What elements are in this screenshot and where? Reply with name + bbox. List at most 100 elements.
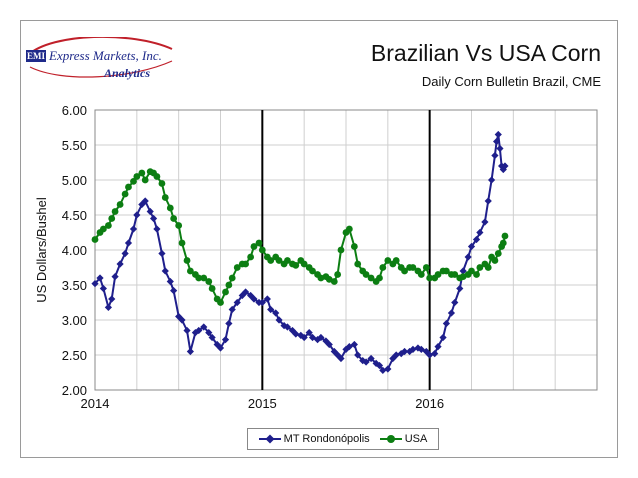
logo-company: Express Markets, Inc. <box>48 48 162 63</box>
data-point-usa <box>384 257 392 264</box>
data-point-mt <box>258 298 266 307</box>
data-point-usa <box>205 278 213 285</box>
plot-area <box>94 109 598 391</box>
data-point-mt <box>104 303 112 311</box>
data-point-mt <box>108 295 116 303</box>
data-point-usa <box>208 285 216 292</box>
data-point-usa <box>158 180 166 187</box>
data-point-usa <box>178 239 186 247</box>
y-tick-label: 3.50 <box>62 278 87 293</box>
data-point-usa <box>138 169 146 177</box>
data-point-mt <box>313 336 322 344</box>
y-tick-label: 4.50 <box>62 208 87 223</box>
data-point-usa <box>334 271 342 278</box>
data-point-mt <box>208 333 216 342</box>
data-point-usa <box>499 239 507 247</box>
data-point-usa <box>225 281 233 289</box>
data-point-mt <box>200 323 208 331</box>
data-point-mt <box>487 176 496 184</box>
data-point-mt <box>121 249 129 258</box>
data-point-mt <box>464 253 472 261</box>
data-point-usa <box>379 264 387 271</box>
data-point-mt <box>496 144 504 153</box>
y-tick-label: 4.00 <box>62 243 87 258</box>
data-point-usa <box>367 274 375 282</box>
data-point-usa <box>417 271 425 278</box>
data-point-usa <box>108 215 116 222</box>
data-point-mt <box>233 298 241 307</box>
y-tick-label: 2.50 <box>62 348 87 363</box>
data-point-mt <box>494 130 502 139</box>
data-point-mt <box>186 347 194 356</box>
data-point-mt <box>216 344 225 352</box>
data-point-usa <box>195 274 203 282</box>
data-point-usa <box>345 225 353 233</box>
data-point-mt <box>300 333 308 342</box>
data-point-usa <box>473 271 480 278</box>
data-point-usa <box>330 278 338 285</box>
data-point-mt <box>292 330 300 338</box>
data-point-mt <box>272 309 280 317</box>
data-point-usa <box>116 201 124 208</box>
data-point-mt <box>153 225 161 233</box>
data-point-usa <box>183 257 191 264</box>
y-tick-label: 6.00 <box>62 103 87 118</box>
data-point-mt <box>305 329 313 337</box>
data-point-usa <box>91 236 99 243</box>
data-point-mt <box>116 260 124 268</box>
data-point-mt <box>166 277 174 286</box>
logo-emi: EMI <box>27 51 45 61</box>
data-point-mt <box>183 326 191 335</box>
data-point-mt <box>263 295 271 303</box>
chart-frame <box>20 20 618 458</box>
x-tick-label: 2016 <box>415 396 444 411</box>
data-point-usa <box>233 264 241 271</box>
data-point-usa <box>153 173 161 180</box>
data-point-usa <box>255 239 263 247</box>
data-point-mt <box>170 287 178 295</box>
data-point-mt <box>317 333 325 342</box>
data-point-usa <box>166 204 174 212</box>
data-point-usa <box>161 194 169 201</box>
data-point-usa <box>217 299 224 306</box>
x-tick-label: 2014 <box>81 396 110 411</box>
data-point-usa <box>121 190 129 198</box>
y-tick-label: 2.00 <box>62 383 87 398</box>
y-axis-label: US Dollars/Bushel <box>34 197 49 303</box>
data-point-usa <box>267 257 275 264</box>
data-point-usa <box>141 176 149 184</box>
y-tick-label: 5.50 <box>62 138 87 153</box>
data-point-mt <box>431 350 439 358</box>
data-point-mt <box>375 361 384 370</box>
x-tick-label: 2015 <box>248 396 277 411</box>
data-point-usa <box>111 208 119 215</box>
data-point-usa <box>104 222 112 229</box>
data-point-mt <box>267 305 275 314</box>
data-point-usa <box>401 267 408 275</box>
data-point-usa <box>422 264 430 271</box>
data-point-mt <box>481 218 489 226</box>
y-tick-label: 3.00 <box>62 313 87 328</box>
data-point-usa <box>443 267 450 275</box>
data-point-mt <box>379 366 387 374</box>
data-point-usa <box>451 271 459 278</box>
data-point-usa <box>354 260 362 268</box>
data-point-usa <box>491 257 499 264</box>
data-point-usa <box>247 253 255 261</box>
data-point-mt <box>362 358 370 366</box>
data-point-usa <box>426 274 434 282</box>
data-point-usa <box>250 243 258 250</box>
legend-item-usa: USA <box>379 433 427 445</box>
data-point-mt <box>447 309 456 317</box>
data-point-usa <box>484 264 492 271</box>
data-point-mt <box>392 351 400 359</box>
data-point-mt <box>345 343 353 351</box>
data-point-usa <box>130 178 137 185</box>
data-point-usa <box>170 215 178 222</box>
data-point-usa <box>337 246 345 254</box>
data-point-mt <box>491 151 499 160</box>
data-point-mt <box>493 137 501 146</box>
legend-swatch-mt <box>258 434 281 444</box>
data-point-mt <box>133 211 141 219</box>
y-tick-label: 5.00 <box>62 173 87 188</box>
